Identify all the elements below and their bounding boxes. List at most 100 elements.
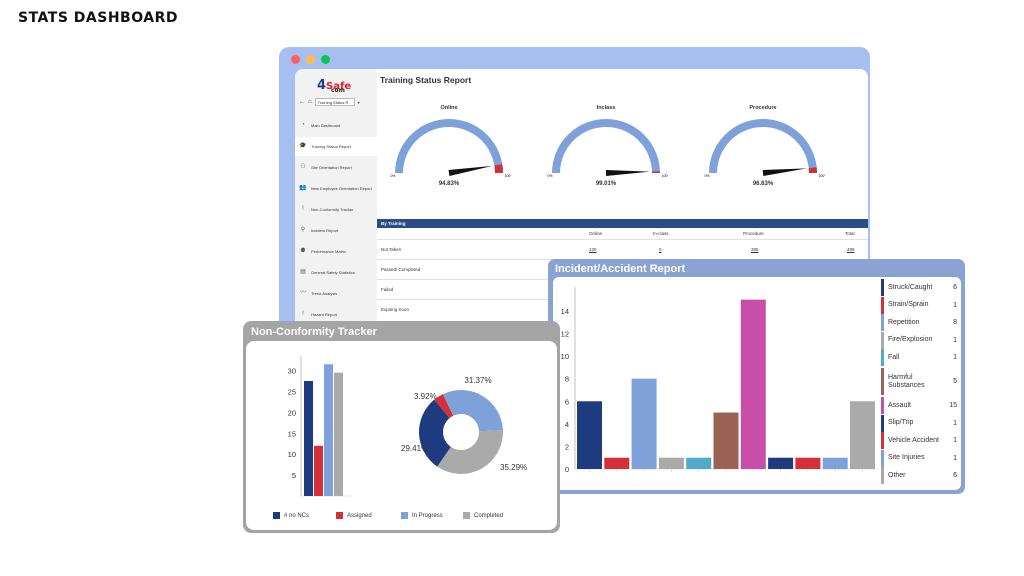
gauge-min-label: 0% bbox=[704, 174, 709, 178]
gauge-remainder-arc bbox=[494, 164, 503, 174]
sidebar-item[interactable]: 〰 Trend Analysis bbox=[295, 284, 377, 303]
maximize-dot[interactable] bbox=[321, 55, 330, 64]
legend-count: 6 bbox=[953, 284, 957, 291]
close-dot[interactable] bbox=[291, 55, 300, 64]
logo-four: 4 bbox=[317, 78, 327, 93]
bar bbox=[334, 372, 343, 496]
window-controls bbox=[291, 55, 330, 64]
donut-slice bbox=[437, 430, 503, 474]
table-row: Not Taken 130 0 365 495 bbox=[377, 239, 868, 259]
legend-item[interactable]: # no NCs bbox=[273, 512, 309, 519]
legend-item[interactable]: Other 6 bbox=[881, 467, 961, 484]
legend-item[interactable]: In Progress bbox=[401, 512, 443, 519]
legend-item[interactable]: Site Injuries 1 bbox=[881, 449, 961, 467]
legend-count: 1 bbox=[953, 354, 957, 361]
donut-slice bbox=[442, 390, 503, 432]
legend-swatch bbox=[881, 414, 884, 432]
sidebar-item-label: Training Status Report bbox=[311, 144, 351, 149]
sidebar-item[interactable]: ◔ Main Dashboard bbox=[295, 116, 377, 135]
gauge-label: Online bbox=[440, 105, 458, 111]
home-icon[interactable]: ⌂ bbox=[308, 99, 312, 105]
sidebar-item-label: Non-Conformity Tracker bbox=[311, 207, 354, 212]
stats-icon: ▤ bbox=[300, 269, 306, 275]
sidebar-item-label: Main Dashboard bbox=[311, 123, 341, 128]
table-header: Online In-class Procedure Total bbox=[377, 229, 868, 239]
bar bbox=[850, 401, 875, 469]
back-arrow-icon[interactable]: ← bbox=[299, 99, 305, 105]
nonconformity-title: Non-Conformity Tracker bbox=[251, 326, 377, 338]
sidebar: 4Safe com ← ⌂ Training Status R ▾ ◔ Main … bbox=[295, 69, 377, 337]
bar bbox=[604, 457, 630, 469]
legend-item[interactable]: Slip/Trip 1 bbox=[881, 414, 961, 432]
gauge-label: Procedure bbox=[749, 105, 777, 111]
legend-swatch bbox=[336, 512, 343, 519]
row-label: Expiring Soon bbox=[381, 307, 410, 312]
gauge-max-label: 100% bbox=[505, 174, 511, 178]
bar bbox=[686, 457, 712, 469]
y-tick-label: 10 bbox=[561, 352, 569, 361]
legend-label: Assault bbox=[888, 401, 911, 409]
logo-safe: Safe bbox=[326, 81, 352, 92]
column-header: Procedure bbox=[743, 231, 764, 236]
legend-count: 1 bbox=[953, 301, 957, 309]
legend-item[interactable]: Fall 1 bbox=[881, 349, 961, 366]
gauge-needle bbox=[448, 165, 493, 176]
legend-label: Other bbox=[888, 471, 906, 479]
sidebar-item[interactable]: ⚇ Site Orientation Report bbox=[295, 158, 377, 177]
legend-label: # no NCs bbox=[284, 512, 310, 519]
sidebar-item[interactable]: 👥 New Employee Orientation Report bbox=[295, 179, 377, 198]
bar bbox=[795, 457, 821, 469]
sidebar-item[interactable]: ⚲ Incident Report bbox=[295, 221, 377, 240]
legend-item[interactable]: Harmful Substances 5 bbox=[881, 368, 961, 395]
legend-item[interactable]: Repetition 8 bbox=[881, 314, 961, 331]
legend-swatch bbox=[881, 467, 884, 484]
y-tick-label: 4 bbox=[565, 420, 569, 429]
legend-count: 1 bbox=[953, 454, 957, 462]
donut-value-label: 3.92% bbox=[414, 392, 437, 401]
legend-count: 8 bbox=[953, 319, 957, 326]
report-dropdown[interactable]: Training Status R bbox=[314, 98, 355, 106]
legend-swatch bbox=[881, 279, 884, 296]
table-cell[interactable]: 495 bbox=[847, 247, 855, 252]
legend-item[interactable]: Struck/Caught 6 bbox=[881, 279, 961, 296]
bar bbox=[822, 457, 848, 469]
nonconformity-card: Non-Conformity Tracker 5 10 15 20 25 30 31.37%… bbox=[243, 321, 560, 533]
sidebar-item[interactable]: 🎓 Training Status Report bbox=[295, 137, 377, 156]
sidebar-item-label: General Safety Statistics bbox=[311, 270, 355, 275]
gauge-arc bbox=[552, 119, 660, 174]
legend-item[interactable]: Assault 15 bbox=[881, 397, 961, 414]
logo[interactable]: 4Safe com bbox=[317, 74, 352, 94]
sidebar-item-label: Trend Analysis bbox=[311, 291, 338, 296]
sidebar-item[interactable]: ⚉ Performance Matrix bbox=[295, 242, 377, 261]
sidebar-item[interactable]: ▤ General Safety Statistics bbox=[295, 263, 377, 282]
incident-report-card: Incident/Accident Report 0 2 4 6 8 10 12 14 Str… bbox=[548, 259, 965, 494]
sidebar-item[interactable]: ! Non-Conformity Tracker bbox=[295, 200, 377, 219]
gauge-dial: 0% 100% bbox=[390, 119, 511, 178]
gauge-value: 96.63% bbox=[752, 181, 774, 187]
legend-item[interactable]: Vehicle Accident 1 bbox=[881, 432, 961, 449]
table-cell[interactable]: 0 bbox=[659, 247, 662, 252]
legend-count: 1 bbox=[953, 419, 957, 427]
legend-item[interactable]: Fire/Explosion 1 bbox=[881, 331, 961, 349]
sidebar-item[interactable]: ! Hazard Report bbox=[295, 305, 377, 324]
team-icon: ⚉ bbox=[300, 248, 306, 254]
legend-item[interactable]: Assigned bbox=[336, 512, 372, 519]
legend-swatch bbox=[881, 397, 884, 414]
legend-item[interactable]: Completed bbox=[463, 512, 503, 519]
row-label: Passed/ Completed bbox=[381, 267, 421, 272]
chevron-down-icon[interactable]: ▾ bbox=[357, 99, 360, 105]
y-tick-label: 10 bbox=[288, 450, 296, 459]
nav-controls: ← ⌂ Training Status R ▾ bbox=[299, 98, 360, 106]
bar bbox=[324, 364, 333, 496]
gauge-min-label: 0% bbox=[547, 174, 552, 178]
page-title: STATS DASHBOARD bbox=[18, 10, 178, 26]
table-cell[interactable]: 365 bbox=[751, 247, 759, 252]
pie-icon: ◔ bbox=[301, 122, 305, 128]
legend-swatch bbox=[881, 331, 884, 349]
incident-title: Incident/Accident Report bbox=[555, 263, 686, 275]
legend-count: 5 bbox=[953, 378, 957, 385]
table-cell[interactable]: 130 bbox=[589, 247, 597, 252]
legend-item[interactable]: Strain/Sprain 1 bbox=[881, 296, 961, 314]
legend-label: Assigned bbox=[347, 512, 372, 519]
minimize-dot[interactable] bbox=[306, 55, 315, 64]
